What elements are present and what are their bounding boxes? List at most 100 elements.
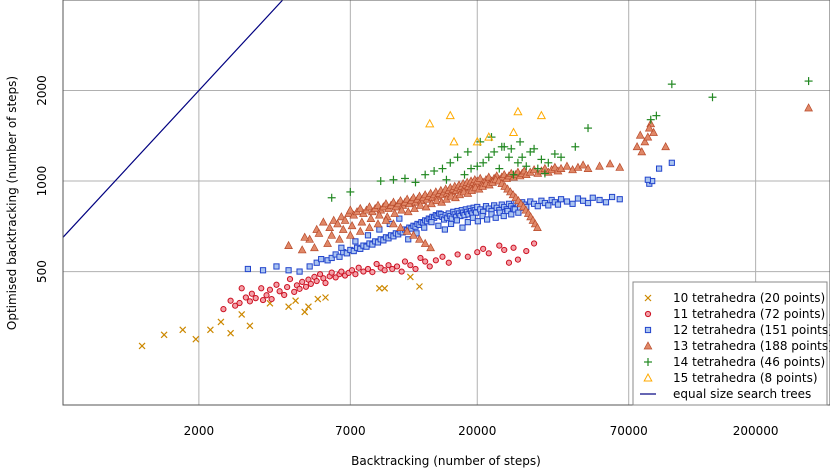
data-point — [441, 226, 448, 233]
data-point — [285, 267, 292, 274]
data-point — [534, 203, 541, 210]
data-point — [545, 202, 552, 209]
data-point — [637, 147, 647, 156]
data-point — [296, 268, 303, 275]
data-point — [322, 279, 329, 287]
series-^ — [284, 103, 813, 254]
series-s — [244, 159, 675, 275]
data-point — [643, 132, 653, 141]
data-point — [515, 209, 522, 216]
data-point — [299, 278, 306, 285]
data-point — [409, 230, 418, 239]
data-point — [357, 245, 364, 252]
data-point — [416, 200, 425, 209]
data-point — [644, 123, 654, 132]
data-point — [301, 308, 309, 316]
data-point — [373, 200, 383, 209]
data-point — [355, 203, 365, 212]
data-point — [328, 269, 335, 276]
data-point — [310, 243, 319, 252]
data-point — [335, 234, 344, 243]
data-point — [557, 153, 566, 162]
data-point — [220, 306, 227, 313]
data-point — [463, 147, 472, 156]
data-point — [284, 283, 291, 291]
series-^o — [425, 106, 547, 146]
data-point — [376, 226, 383, 233]
data-point — [292, 297, 299, 305]
data-point — [608, 193, 616, 201]
data-point — [438, 164, 447, 173]
data-point — [428, 219, 435, 226]
x-tick-labels: 2000 7000 20000 70000 200000 — [184, 424, 779, 438]
data-point — [430, 166, 439, 175]
data-point — [227, 329, 235, 337]
data-point — [297, 245, 307, 254]
data-point — [484, 153, 493, 162]
data-point — [562, 161, 572, 170]
data-point — [530, 240, 538, 247]
data-point — [484, 216, 491, 223]
data-point — [474, 249, 481, 256]
legend-label: equal size search trees — [673, 387, 811, 401]
data-point — [345, 205, 355, 214]
data-point — [652, 111, 661, 120]
data-point — [365, 202, 374, 211]
data-point — [522, 162, 531, 171]
data-point — [554, 201, 562, 208]
data-point — [266, 286, 274, 293]
data-point — [263, 292, 270, 299]
data-point — [281, 291, 288, 299]
legend-marker — [643, 372, 653, 382]
data-point — [327, 230, 337, 239]
data-point — [504, 153, 513, 162]
series-x — [138, 273, 423, 350]
data-point — [318, 217, 328, 226]
data-point — [505, 259, 513, 266]
data-point — [416, 283, 423, 290]
data-point — [655, 165, 663, 172]
data-point — [138, 342, 146, 350]
data-point — [389, 265, 396, 273]
data-point — [467, 164, 476, 173]
data-point — [345, 230, 355, 239]
data-point — [284, 240, 293, 249]
data-point — [314, 295, 322, 303]
data-point — [583, 163, 593, 172]
data-point — [417, 254, 424, 262]
data-point — [544, 158, 553, 167]
data-point — [285, 303, 293, 311]
equal-size-line — [62, 0, 284, 238]
data-point — [396, 215, 403, 222]
data-point — [454, 251, 461, 258]
data-point — [644, 176, 651, 183]
legend-label: 13 tetrahedra (188 points) — [673, 339, 830, 353]
data-point — [646, 115, 655, 124]
data-point — [244, 265, 251, 273]
data-point — [584, 124, 593, 133]
data-point — [804, 103, 813, 112]
data-point — [640, 137, 650, 146]
data-point — [508, 211, 515, 218]
data-point — [410, 203, 419, 212]
data-point — [389, 175, 398, 184]
data-point — [381, 267, 388, 274]
data-point — [557, 196, 565, 203]
data-point — [432, 257, 439, 264]
data-point — [439, 253, 446, 260]
data-point — [523, 247, 530, 255]
data-point — [179, 326, 187, 334]
data-point — [376, 177, 385, 186]
data-point — [616, 196, 623, 203]
data-point — [533, 222, 542, 231]
data-point — [373, 219, 383, 228]
data-point — [497, 142, 506, 151]
data-point — [242, 294, 249, 301]
data-point — [508, 127, 519, 137]
data-point — [346, 187, 355, 196]
y-axis-label: Optimised backtracking (number of steps) — [5, 76, 19, 330]
data-point — [426, 243, 436, 252]
y-tick-label: 500 — [35, 260, 49, 283]
data-point — [446, 158, 455, 167]
